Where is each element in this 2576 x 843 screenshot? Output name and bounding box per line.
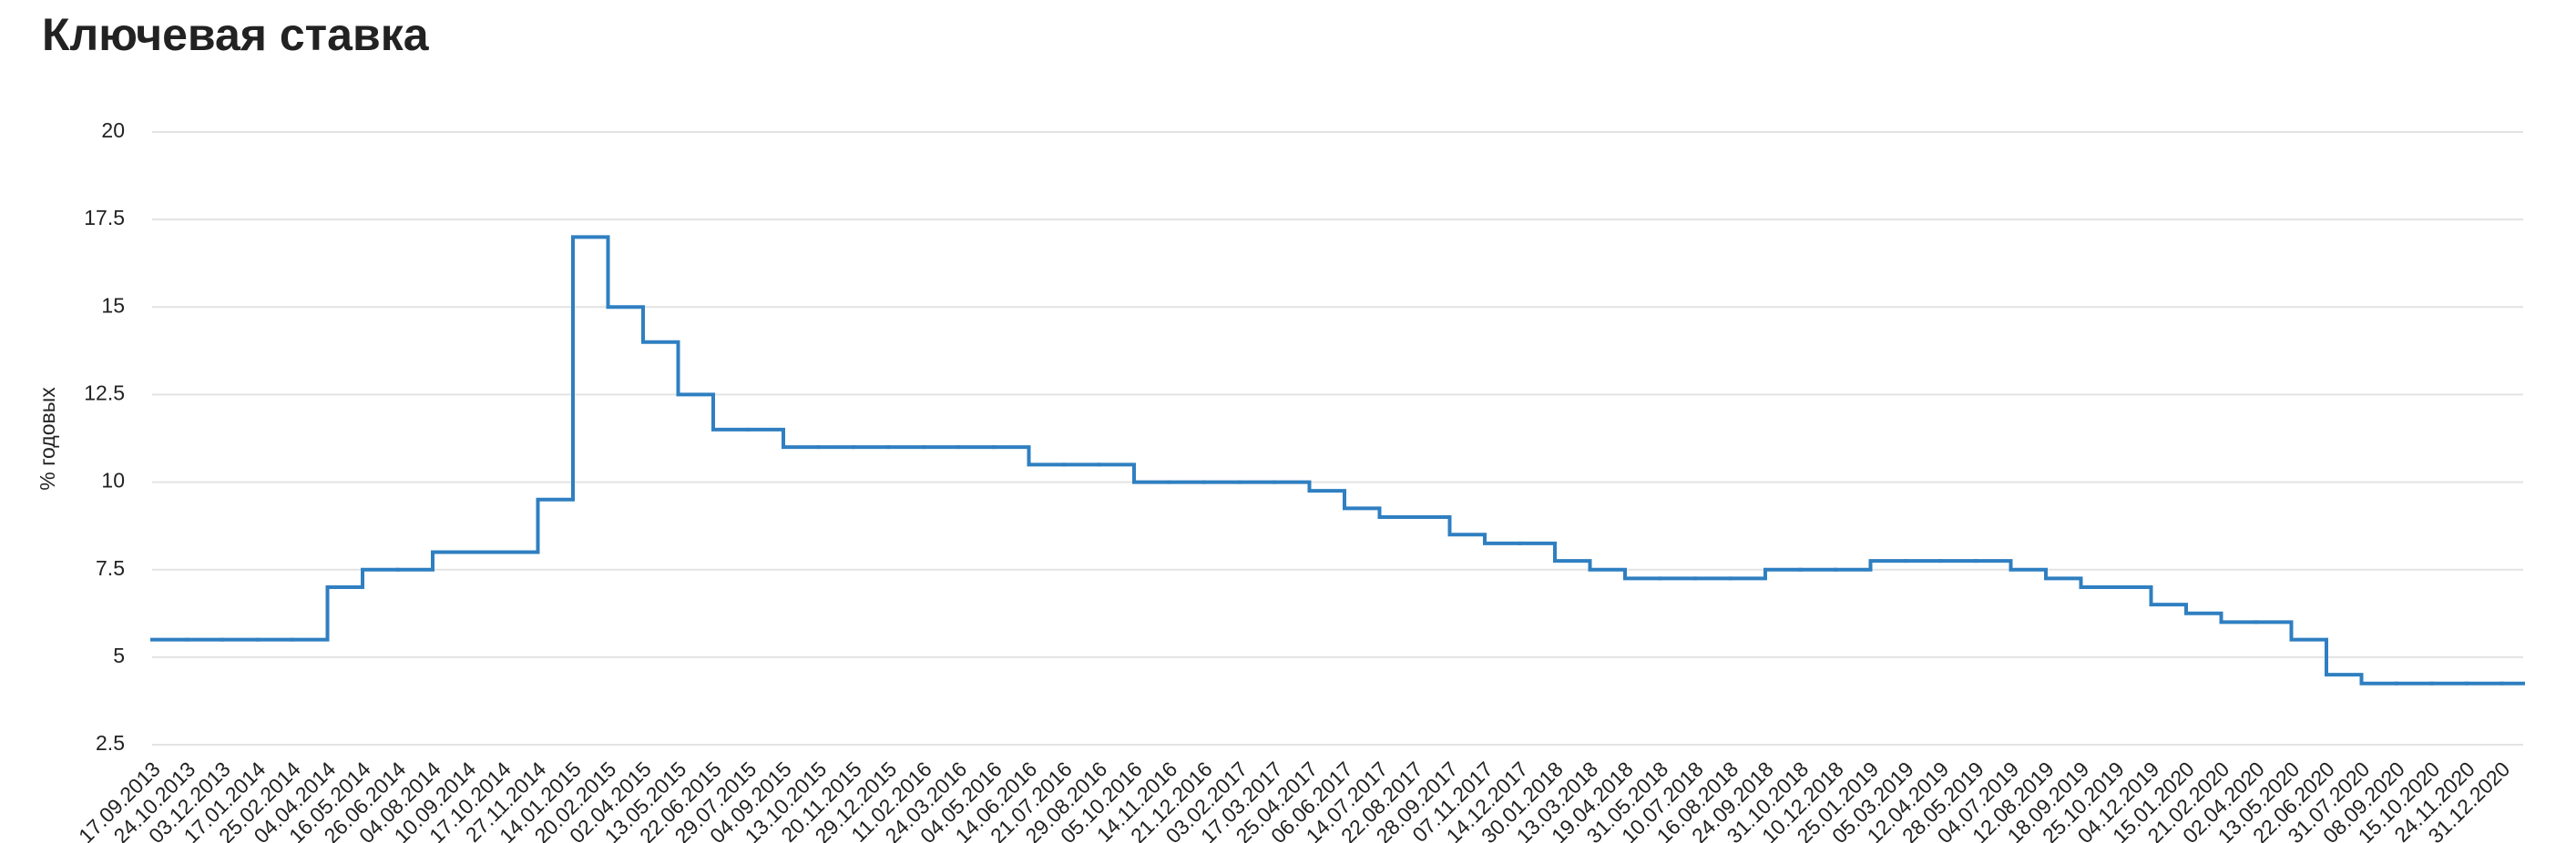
y-tick-label: 17.5 [84, 206, 125, 229]
y-tick-label: 7.5 [96, 556, 125, 580]
y-tick-label: 2.5 [96, 731, 125, 755]
y-tick-label: 10 [101, 469, 125, 493]
y-axis-label: % годовых [36, 387, 59, 491]
chart-title: Ключевая ставка [42, 9, 430, 60]
y-tick-label: 15 [101, 293, 125, 317]
y-tick-label: 12.5 [84, 381, 125, 405]
y-tick-label: 20 [101, 118, 125, 142]
y-tick-label: 5 [113, 644, 125, 667]
